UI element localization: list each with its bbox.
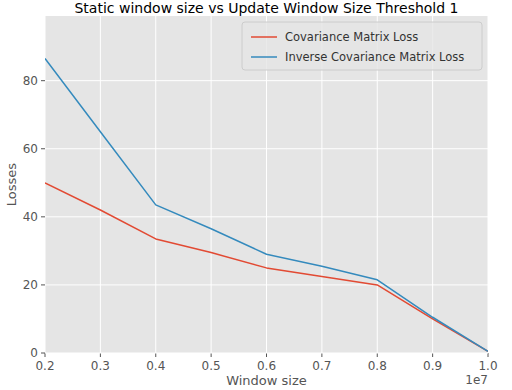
line: [45, 59, 488, 352]
tick: [41, 284, 45, 285]
tick: [41, 80, 45, 81]
title: Static window size vs Update Window Size…: [74, 0, 458, 16]
grid-line: [211, 16, 212, 353]
tick-label: 0.6: [257, 359, 276, 373]
series-group: [45, 59, 488, 352]
tick: [41, 353, 45, 354]
grid-line: [45, 80, 488, 81]
tick-label: 0.7: [312, 359, 331, 373]
tick: [432, 353, 433, 357]
legend-swatch: [251, 36, 277, 38]
tick-label: 0.8: [368, 359, 387, 373]
grid-line: [100, 16, 101, 353]
legend-label: Inverse Covariance Matrix Loss: [285, 50, 464, 64]
grid-line: [45, 284, 488, 285]
tick-label: 60: [23, 142, 38, 156]
tick: [155, 353, 156, 357]
tick: [266, 353, 267, 357]
tick: [321, 353, 322, 357]
tick-label: 20: [23, 278, 38, 292]
grid-line: [488, 16, 489, 353]
tick-label: 80: [23, 74, 38, 88]
line: [45, 183, 488, 351]
tick: [45, 353, 46, 357]
tick: [211, 353, 212, 357]
tick-label: 0.2: [35, 359, 54, 373]
tick-label: 40: [23, 210, 38, 224]
tick-label: 0.5: [202, 359, 221, 373]
tick-label: 0.4: [146, 359, 165, 373]
legend-label: Covariance Matrix Loss: [285, 30, 418, 44]
chart: 0.2 0.3 0.4 0.5 0.6 0.7 0.8 0.9 1.0 0 20 40 60 80 Stat…: [0, 0, 512, 390]
tick: [100, 353, 101, 357]
grid-line: [45, 148, 488, 149]
grid-line: [45, 16, 46, 353]
y-axis-label: Losses: [4, 163, 19, 207]
tick-label: 0: [30, 346, 38, 360]
legend-box: [242, 22, 482, 70]
axis-offset-label: 1e7: [465, 373, 488, 387]
tick: [377, 353, 378, 357]
tick: [41, 216, 45, 217]
tick: [41, 148, 45, 149]
grid-line: [155, 16, 156, 353]
tick-label: 1.0: [478, 359, 497, 373]
legend: Covariance Matrix Loss Inverse Covariance…: [242, 22, 482, 70]
tick: [488, 353, 489, 357]
grid-line: [45, 353, 488, 354]
plot-background: [45, 16, 488, 353]
tick-label: 0.3: [91, 359, 110, 373]
tick-label: 0.9: [423, 359, 442, 373]
x-axis-label: Window size: [226, 373, 307, 388]
legend-swatch: [251, 56, 277, 58]
